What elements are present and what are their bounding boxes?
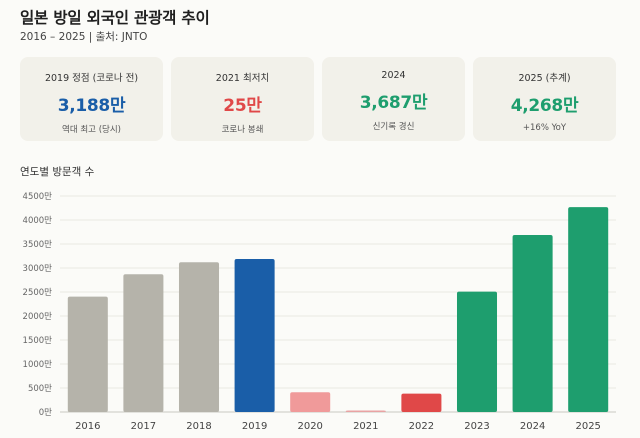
x-tick-label: 2019	[242, 421, 267, 432]
stat-card-value: 25만	[223, 96, 262, 116]
y-tick-label: 0만	[39, 408, 52, 418]
stat-card-2021-low: 2021 최저치 25만 코로나 봉쇄	[171, 57, 314, 141]
y-tick-label: 4000만	[23, 216, 53, 226]
stat-card-2019-peak: 2019 정점 (코로나 전) 3,188만 역대 최고 (당시)	[20, 57, 163, 141]
stat-cards: 2019 정점 (코로나 전) 3,188만 역대 최고 (당시) 2021 최…	[20, 57, 616, 141]
y-tick-label: 3000만	[23, 264, 53, 274]
bar-2022[interactable]	[401, 393, 442, 412]
y-tick-label: 4500만	[23, 192, 53, 202]
stat-card-sub: 코로나 봉쇄	[221, 125, 264, 135]
chart-section-title: 연도별 방문객 수	[20, 166, 95, 178]
stat-card-value: 3,188만	[57, 96, 126, 116]
y-tick-label: 2500만	[23, 288, 53, 298]
y-tick-label: 500만	[28, 384, 52, 394]
bar-chart: 0만 500만 1000만 1500만 2000만 2500만 3000만 3500만 4000…	[23, 192, 616, 432]
stat-card-2025-estimate: 2025 (추계) 4,268만 +16% YoY	[473, 57, 616, 141]
bar-2023[interactable]	[456, 291, 498, 412]
x-tick-label: 2017	[131, 421, 156, 432]
bar-2018[interactable]	[178, 262, 220, 412]
y-tick-label: 1000만	[23, 360, 53, 370]
y-tick-label: 2000만	[23, 312, 53, 322]
page-subtitle: 2016 – 2025 | 출처: JNTO	[20, 31, 148, 43]
stat-card-label: 2019 정점 (코로나 전)	[44, 73, 139, 84]
bar-2020[interactable]	[290, 392, 331, 412]
bar-2021[interactable]	[345, 410, 386, 413]
x-tick-label: 2023	[464, 421, 489, 432]
stat-card-sub: 역대 최고 (당시)	[62, 125, 121, 135]
stat-card-sub: +16% YoY	[522, 123, 567, 133]
bar-2024[interactable]	[512, 235, 553, 412]
stat-card-value: 4,268만	[510, 96, 579, 116]
x-tick-label: 2020	[297, 421, 322, 432]
x-tick-label: 2021	[353, 421, 378, 432]
bar-2016[interactable]	[67, 296, 108, 412]
stat-card-sub: 신기록 경신	[372, 122, 415, 132]
x-tick-label: 2022	[409, 421, 434, 432]
x-tick-label: 2025	[575, 421, 600, 432]
x-tick-label: 2016	[75, 421, 100, 432]
x-tick-label: 2018	[186, 421, 211, 432]
bar-2019[interactable]	[234, 258, 275, 412]
bar-2025[interactable]	[568, 207, 609, 412]
stat-card-label: 2024	[381, 70, 406, 81]
x-tick-label: 2024	[520, 421, 545, 432]
stat-card-label: 2025 (추계)	[518, 73, 571, 84]
y-tick-label: 3500만	[23, 240, 53, 250]
bar-2017[interactable]	[123, 274, 164, 412]
page-title: 일본 방일 외국인 관광객 추이	[20, 9, 210, 27]
stat-card-value: 3,687만	[359, 93, 428, 113]
stat-card-label: 2021 최저치	[215, 73, 270, 84]
stat-card-2024: 2024 3,687만 신기록 경신	[322, 57, 465, 141]
y-tick-label: 1500만	[23, 336, 53, 346]
